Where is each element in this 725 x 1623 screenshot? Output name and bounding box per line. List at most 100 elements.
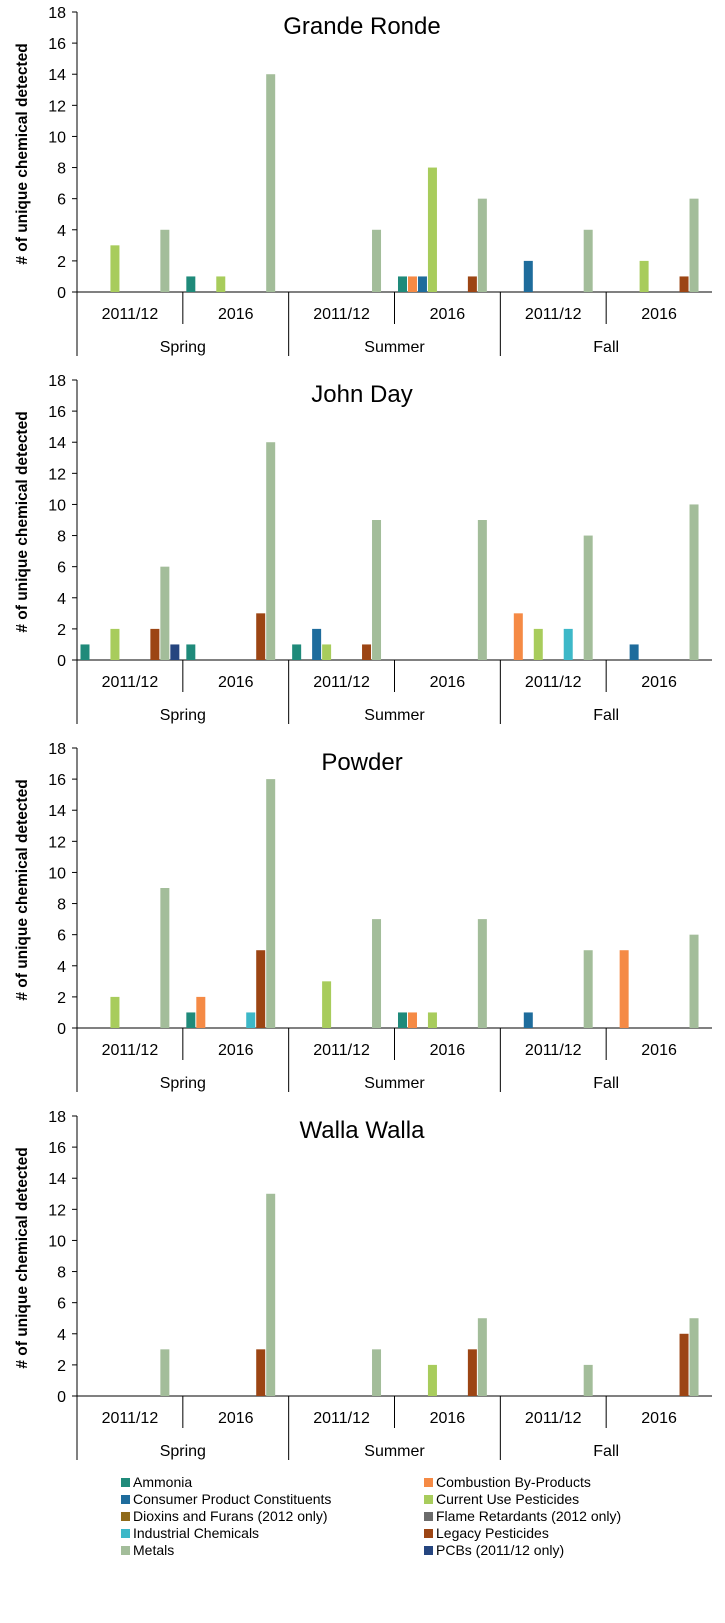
bar-ammonia — [186, 1012, 196, 1028]
bar-metals — [160, 1349, 170, 1396]
bar-pcbs-2011-12-only — [170, 644, 180, 660]
bar-metals — [266, 1193, 276, 1396]
y-tick-label: 18 — [48, 741, 66, 758]
y-tick-label: 8 — [57, 161, 66, 178]
bar-ammonia — [292, 644, 302, 660]
y-tick-label: 18 — [48, 5, 66, 22]
bar-current-use-pesticides — [533, 628, 543, 660]
legend-entry-legacy-pesticides: Legacy Pesticides — [436, 1525, 549, 1541]
y-tick-label: 0 — [57, 653, 66, 670]
x-tick-label: 2016 — [641, 674, 677, 691]
bar-industrial-chemicals — [246, 1012, 256, 1028]
bar-metals — [372, 229, 382, 292]
bar-current-use-pesticides — [427, 167, 437, 292]
y-tick-label: 16 — [48, 404, 66, 421]
y-tick-label: 12 — [48, 1202, 66, 1219]
bar-legacy-pesticides — [679, 276, 689, 292]
bar-legacy-pesticides — [362, 644, 372, 660]
legend-swatch — [424, 1478, 433, 1487]
bar-ammonia — [397, 276, 407, 292]
legend-entry-current-use-pesticides: Current Use Pesticides — [436, 1491, 579, 1507]
season-label: Summer — [364, 339, 425, 356]
chart-panel-walla-walla: 0 2 4 6 8 10 12 14 16 18 # of unique chemical dete… — [14, 1109, 712, 1460]
y-tick-label: 10 — [48, 1233, 66, 1250]
bar-industrial-chemicals — [563, 628, 573, 660]
season-label: Fall — [593, 1443, 619, 1460]
x-tick-label: 2011/12 — [525, 674, 582, 691]
bar-current-use-pesticides — [110, 628, 120, 660]
chart-panel-john-day: 0 2 4 6 8 10 12 14 16 18 # of unique chemical dete… — [14, 373, 712, 724]
y-tick-label: 18 — [48, 373, 66, 390]
legend-entry-ammonia: Ammonia — [133, 1474, 192, 1490]
y-tick-label: 16 — [48, 36, 66, 53]
x-tick-label: 2011/12 — [525, 1042, 582, 1059]
season-label: Fall — [593, 707, 619, 724]
bar-metals — [266, 779, 276, 1028]
bar-metals — [477, 919, 487, 1028]
bar-combustion-by-products — [619, 950, 629, 1028]
x-tick-label: 2016 — [218, 306, 254, 323]
season-label: Summer — [364, 1075, 425, 1092]
legend-entry-pcbs-2011-12-only: PCBs (2011/12 only) — [436, 1542, 564, 1558]
bar-combustion-by-products — [407, 276, 417, 292]
y-tick-label: 12 — [48, 98, 66, 115]
bar-consumer-product-constituents — [523, 260, 533, 292]
legend-swatch — [121, 1529, 130, 1538]
chart-title: John Day — [311, 381, 412, 408]
bar-current-use-pesticides — [216, 276, 226, 292]
y-tick-label: 2 — [57, 622, 66, 639]
y-tick-label: 8 — [57, 897, 66, 914]
legend-swatch — [424, 1495, 433, 1504]
legend-swatch — [121, 1478, 130, 1487]
legend-swatch — [121, 1512, 130, 1521]
bar-current-use-pesticides — [110, 996, 120, 1028]
bar-metals — [583, 950, 593, 1028]
y-tick-label: 4 — [57, 591, 66, 608]
bar-metals — [160, 229, 170, 292]
season-label: Summer — [364, 707, 425, 724]
x-tick-label: 2016 — [218, 1042, 254, 1059]
bar-current-use-pesticides — [427, 1364, 437, 1396]
y-tick-label: 4 — [57, 1327, 66, 1344]
bar-legacy-pesticides — [679, 1333, 689, 1396]
x-tick-label: 2016 — [430, 306, 466, 323]
chart-title: Walla Walla — [300, 1117, 426, 1144]
bar-combustion-by-products — [513, 613, 523, 660]
bar-metals — [160, 566, 170, 660]
season-label: Fall — [593, 339, 619, 356]
legend: Ammonia Combustion By-Products Consumer Pr… — [121, 1474, 621, 1558]
y-tick-label: 12 — [48, 834, 66, 851]
bar-consumer-product-constituents — [629, 644, 639, 660]
legend-swatch — [424, 1512, 433, 1521]
legend-entry-consumer-product-constituents: Consumer Product Constituents — [133, 1491, 331, 1507]
bar-metals — [583, 229, 593, 292]
x-tick-label: 2011/12 — [313, 1042, 370, 1059]
bar-metals — [266, 442, 276, 660]
bar-metals — [266, 74, 276, 292]
season-label: Fall — [593, 1075, 619, 1092]
y-axis-title: # of unique chemical detected — [14, 43, 31, 264]
chart-panel-powder: 0 2 4 6 8 10 12 14 16 18 # of unique chemical dete… — [14, 741, 712, 1092]
x-tick-label: 2011/12 — [102, 1410, 159, 1427]
bar-current-use-pesticides — [427, 1012, 437, 1028]
legend-entry-dioxins-and-furans-2012-only: Dioxins and Furans (2012 only) — [133, 1508, 328, 1524]
season-label: Spring — [160, 1443, 206, 1460]
y-tick-label: 0 — [57, 1021, 66, 1038]
bar-legacy-pesticides — [256, 950, 266, 1028]
x-tick-label: 2016 — [641, 1410, 677, 1427]
y-tick-label: 10 — [48, 497, 66, 514]
y-tick-label: 0 — [57, 1389, 66, 1406]
y-tick-label: 14 — [48, 67, 66, 84]
y-tick-label: 6 — [57, 928, 66, 945]
x-tick-label: 2016 — [218, 674, 254, 691]
y-tick-label: 6 — [57, 1296, 66, 1313]
x-tick-label: 2011/12 — [525, 1410, 582, 1427]
bar-metals — [372, 1349, 382, 1396]
bar-metals — [689, 504, 699, 660]
y-tick-label: 2 — [57, 254, 66, 271]
y-tick-label: 12 — [48, 466, 66, 483]
bar-metals — [160, 888, 170, 1028]
chart-title: Powder — [321, 749, 402, 776]
y-tick-label: 18 — [48, 1109, 66, 1126]
bar-metals — [477, 520, 487, 660]
